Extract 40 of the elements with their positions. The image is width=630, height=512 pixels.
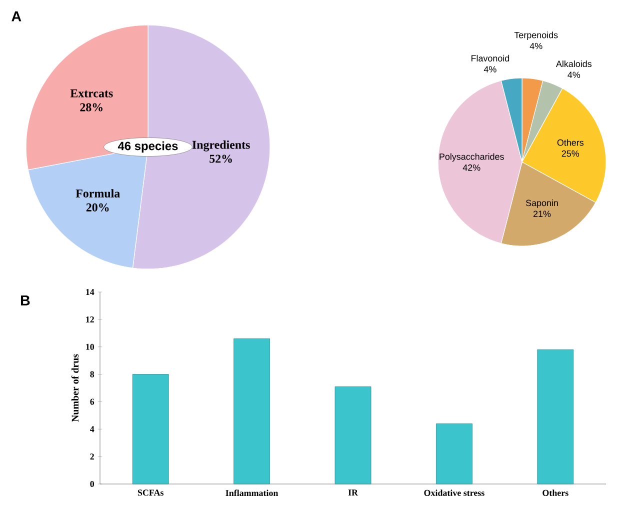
y-tick-label: 4: [90, 426, 94, 432]
y-tick-label: 6: [90, 398, 94, 405]
slice-label: Terpenoids: [514, 32, 558, 40]
data-label: 42%: [462, 164, 480, 171]
chart-title: A: [12, 11, 22, 22]
slice-label: Flavonoid: [471, 54, 510, 62]
data-label: 4%: [484, 66, 496, 72]
y-axis-title: Number of drus: [71, 354, 79, 422]
data-label: 52%: [210, 154, 232, 163]
y-tick-label: 14: [86, 289, 94, 295]
x-tick-label: Oxidative stress: [424, 490, 484, 496]
slice-label: Formula: [76, 189, 120, 198]
chart-title: B: [20, 296, 30, 306]
y-tick-label: 12: [86, 316, 94, 322]
slice-label: Others: [557, 139, 584, 146]
y-tick-label: 10: [86, 344, 94, 350]
slice-label: Saponin: [526, 200, 558, 208]
bar: [537, 349, 574, 484]
data-label: 20%: [86, 203, 109, 212]
data-label: 25%: [562, 150, 580, 157]
bar: [436, 423, 472, 484]
y-tick-label: 2: [90, 454, 94, 460]
text: 46 species: [118, 141, 178, 153]
x-tick-label: Others: [542, 490, 568, 496]
x-tick-label: SCFAs: [138, 490, 164, 496]
y-tick-label: 0: [90, 480, 94, 488]
slice-label: Alkaloids: [556, 60, 592, 68]
data-label: 28%: [80, 103, 102, 112]
y-tick-label: 8: [90, 371, 94, 378]
x-tick-label: Inflammation: [226, 490, 278, 496]
data-label: 4%: [530, 42, 542, 50]
bar: [234, 338, 270, 484]
x-tick-label: IR: [348, 490, 358, 496]
data-label: 21%: [533, 210, 551, 218]
bar: [334, 386, 372, 484]
slice-label: Ingredients: [192, 140, 250, 152]
slice-label: Polysaccharides: [440, 153, 504, 162]
slice-label: Extrcats: [70, 89, 113, 98]
bar: [132, 374, 169, 484]
data-label: 4%: [568, 72, 580, 78]
